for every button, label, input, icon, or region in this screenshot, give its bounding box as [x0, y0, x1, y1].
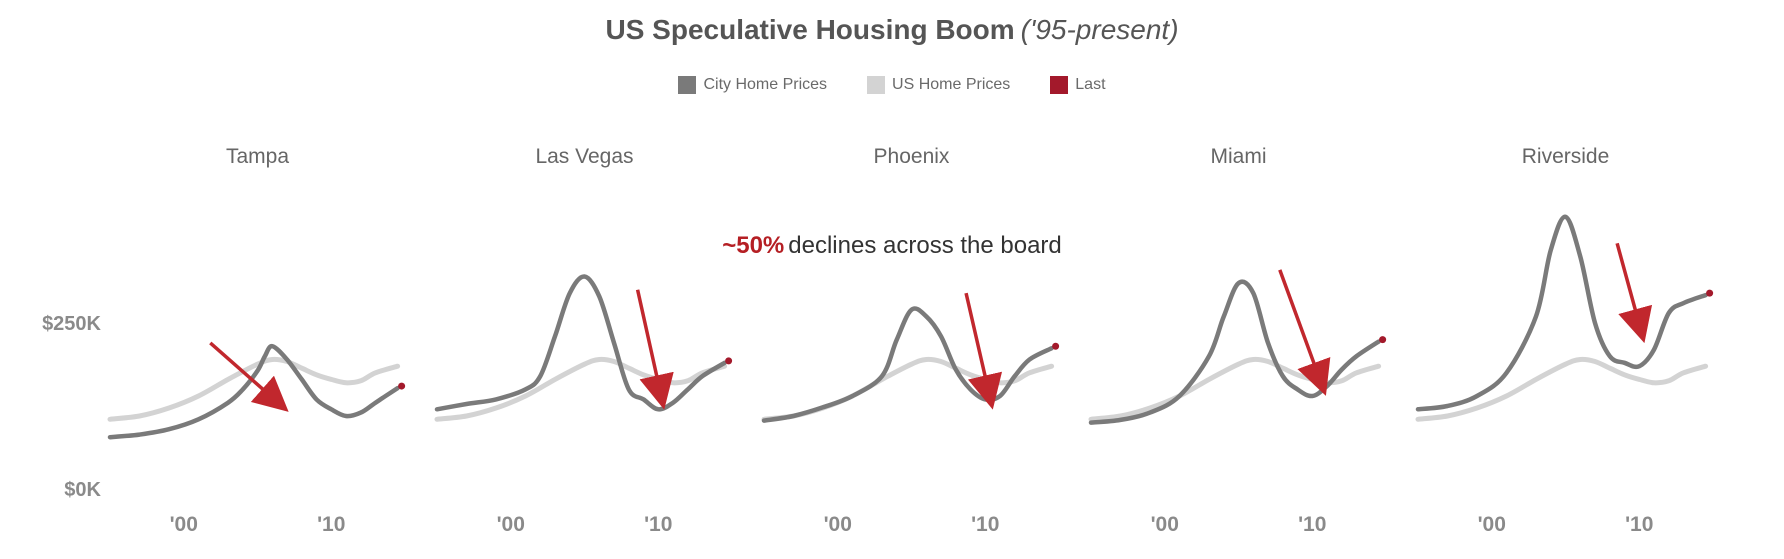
x-tick-label: '00	[170, 513, 198, 536]
panel-title: Phoenix	[874, 145, 950, 168]
city-price-line	[1415, 214, 1708, 412]
annotation: ~50% declines across the board	[0, 232, 1784, 260]
city-price-line	[761, 306, 1054, 423]
us-price-line	[1415, 356, 1709, 422]
panel-las-vegas: Las Vegas '00 '10	[434, 145, 733, 536]
x-tick-label: '00	[497, 513, 525, 536]
last-point	[1379, 336, 1387, 344]
decline-arrow	[209, 341, 289, 412]
panel-riverside: Riverside '00 '10	[1415, 145, 1714, 536]
legend-label-last: Last	[1075, 76, 1106, 93]
legend-swatch-city	[678, 76, 697, 94]
x-tick-label: '00	[824, 513, 852, 536]
last-point	[725, 357, 733, 365]
legend-swatch-last	[1050, 76, 1069, 94]
chart-title-main: US Speculative Housing Boom	[605, 14, 1015, 45]
x-tick-label: '10	[644, 513, 672, 536]
last-point	[398, 382, 406, 390]
chart-title: US Speculative Housing Boom ('95-present)	[0, 14, 1784, 46]
legend-item-city: City Home Prices	[678, 76, 827, 94]
decline-arrow	[964, 292, 1003, 410]
panel-title: Miami	[1211, 145, 1267, 168]
x-tick-label: '00	[1478, 513, 1506, 536]
panel-title: Tampa	[226, 145, 289, 168]
annotation-highlight: ~50%	[722, 232, 785, 259]
x-tick-label: '10	[1625, 513, 1653, 536]
last-point	[1706, 289, 1714, 297]
city-price-line	[434, 274, 727, 412]
x-tick-label: '10	[1298, 513, 1326, 536]
panel-miami: Miami '00 '10	[1088, 145, 1387, 536]
x-tick-label: '00	[1151, 513, 1179, 536]
decline-arrow	[1615, 242, 1653, 344]
city-price-line	[107, 343, 400, 440]
annotation-text: declines across the board	[788, 232, 1062, 259]
panel-tampa: Tampa '00 '10	[107, 145, 406, 536]
legend-swatch-us	[867, 76, 886, 94]
y-tick-label: $0K	[64, 479, 101, 501]
us-price-line	[107, 356, 401, 422]
legend-item-last: Last	[1050, 76, 1106, 94]
legend: City Home Prices US Home Prices Last	[0, 76, 1784, 94]
panel-phoenix: Phoenix '00 '10	[761, 145, 1060, 536]
last-point	[1052, 342, 1060, 350]
legend-label-city: City Home Prices	[703, 76, 828, 93]
decline-arrow	[635, 289, 674, 410]
decline-arrow	[1278, 269, 1331, 396]
legend-label-us: US Home Prices	[892, 76, 1011, 93]
panel-title: Riverside	[1522, 145, 1610, 168]
us-price-line	[434, 356, 728, 422]
chart-subtitle: ('95-present)	[1020, 14, 1179, 45]
legend-item-us: US Home Prices	[867, 76, 1010, 94]
y-tick-label: $250K	[42, 313, 101, 335]
x-tick-label: '10	[317, 513, 345, 536]
us-price-line	[1088, 356, 1382, 422]
x-tick-label: '10	[971, 513, 999, 536]
city-price-line	[1088, 279, 1381, 425]
panel-title: Las Vegas	[535, 145, 633, 168]
